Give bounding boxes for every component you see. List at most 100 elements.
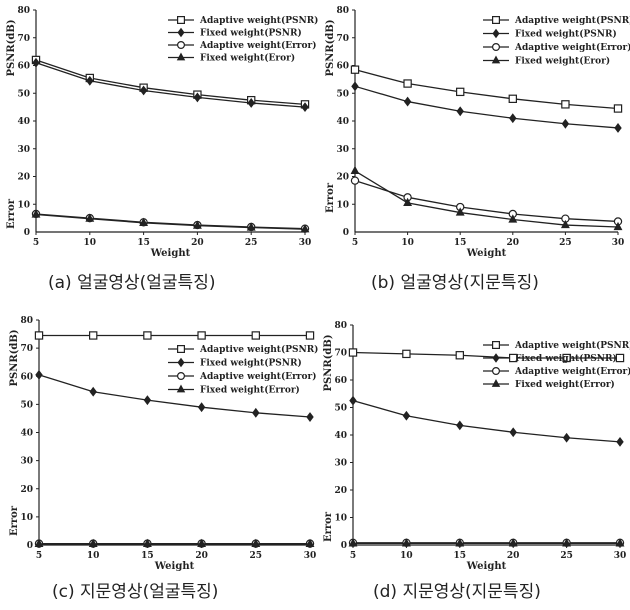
caption-c: (c) 지문영상(얼굴특징) [52,582,219,602]
legend-label-b-2: Adaptive weight(Error) [514,42,630,53]
legend-marker-c-3 [176,384,186,393]
y-tick-label-a-0: 10 [17,200,30,210]
y-tick-label-d-6: 70 [334,349,347,359]
series-a-0 [31,55,310,109]
series-c-0 [34,331,315,340]
data-point-b-1-4 [561,118,570,129]
legend-label-b-0: Adaptive weight(PSNR) [514,15,630,26]
data-point-d-1-1 [402,410,411,421]
y-tick-label-a-3: 40 [17,117,30,127]
y-tick-label-b-5: 60 [336,62,349,72]
legend-label-a-0: Adaptive weight(PSNR) [199,15,318,26]
chart-svg-d: 10 20 30 40 50 60 70 80 05 10 15 20 25 30 Weight PSNR(d… [323,321,630,572]
y-tick-label-a-5: 60 [17,62,30,72]
x-tick-label-b-2: 15 [454,238,467,248]
data-point-d-0-4 [562,353,571,363]
data-point-c-0-1 [88,331,98,340]
y-tick-label-c-3: 40 [20,429,33,439]
y-axis-label-b: PSNR(dB) [325,19,336,76]
data-point-a-1-2 [139,85,148,96]
data-point-a-3-5 [300,224,310,233]
x-tick-label-c-0: 5 [36,551,42,561]
x-tick-label-d-1: 10 [400,551,413,561]
legend-b: Adaptive weight(PSNR) Fixed weight(PSNR) A… [483,15,630,67]
legend-label-c-0: Adaptive weight(PSNR) [199,344,318,355]
data-point-a-3-3 [192,220,202,229]
data-point-c-3-5 [305,538,315,547]
data-point-d-3-4 [562,538,572,547]
x-tick-label-c-3: 20 [195,551,208,561]
legend-marker-d-2 [492,366,501,375]
data-point-a-3-0 [31,209,41,218]
data-point-b-1-3 [509,113,517,124]
series-line-b-3 [354,170,619,228]
y-axis-label-d: PSNR(dB) [323,334,334,391]
data-point-c-3-1 [88,538,98,547]
legend-d: Adaptive weight(PSNR) Fixed weight(PSNR) A… [483,340,630,390]
series-line-a-1 [35,62,306,108]
y-tick-label-d-1: 20 [334,486,347,496]
y-tick-label-a-6: 70 [17,34,30,44]
legend-a: Adaptive weight(PSNR) Fixed weight(PSNR)A… [168,15,318,64]
data-point-c-3-4 [251,538,261,547]
series-d-0 [348,348,625,363]
y-tick-label-c-zero: 0 [27,541,33,551]
data-point-d-0-1 [402,349,411,359]
chart-panel-d: 10 20 30 40 50 60 70 80 0 5 10 15 20 25 30 Weight PSNR(d… [315,305,630,610]
y-tick-label-c-5: 60 [20,372,33,382]
data-point-c-1-4 [252,407,260,418]
y-tick-label-d-7: 80 [334,321,347,331]
y-axis-label2-a: Error [6,198,17,229]
data-point-d-1-3 [509,427,517,438]
series-line-d-1 [352,399,621,443]
data-point-b-0-5 [613,104,623,113]
data-point-b-1-0 [351,81,359,92]
legend-marker-a-1 [177,27,185,38]
x-tick-label-c-5: 30 [304,551,317,561]
y-tick-label-b-3: 40 [336,117,349,127]
y-tick-label-d-2: 30 [334,459,347,469]
data-point-c-1-5 [306,412,314,422]
legend-marker-a-2 [177,40,186,49]
caption-a: (a) 얼굴영상(얼굴특징) [48,273,216,293]
data-point-a-3-1 [85,213,95,222]
y-tick-label-d-3: 40 [334,431,347,441]
data-point-a-1-4 [247,98,255,108]
data-point-d-3-1 [401,538,411,547]
series-a-3 [31,209,310,233]
legend-label-a-1: Fixed weight(PSNR) [200,28,302,39]
chart-svg-b: 10 20 30 40 50 60 70 80 05 10 15 20 25 30 Weight PSNR(d… [325,6,630,259]
data-point-c-1-3 [197,402,206,413]
data-point-b-2-0 [350,176,360,185]
x-tick-label-b-5: 30 [612,238,625,248]
legend-marker-c-0 [177,344,186,353]
data-point-a-3-4 [246,222,256,231]
legend-marker-d-3 [491,379,501,387]
data-point-c-1-0 [35,369,43,380]
y-tick-label-b-4: 50 [336,89,349,99]
data-point-b-3-5 [613,221,623,231]
series-a-2 [31,209,310,233]
data-point-d-1-0 [349,395,357,406]
data-point-a-3-2 [139,217,149,226]
data-point-a-1-5 [301,102,309,113]
y-tick-label-a-2: 30 [17,145,30,155]
legend-marker-b-2 [492,42,501,51]
series-line-d-0 [352,351,620,359]
y-tick-label-b-6: 70 [336,34,349,44]
x-tick-label-a-4: 25 [245,238,258,248]
data-point-d-0-0 [348,348,358,357]
data-point-d-3-2 [455,538,465,547]
x-tick-label-a-2: 15 [137,238,150,248]
y-tick-label-b-1: 20 [336,173,349,183]
caption-d: (d) 지문영상(지문특징) [373,582,541,602]
y-tick-label-c-1: 20 [20,485,33,495]
legend-marker-a-3 [176,52,186,61]
x-axis-label-a: Weight [150,248,191,259]
data-point-b-3-2 [455,207,465,216]
data-point-c-0-2 [143,331,152,340]
y-axis-label-c: PSNR(dB) [9,329,20,386]
legend-label-b-1: Fixed weight(PSNR) [515,29,617,40]
legend-label-d-1: Fixed weight(PSNR) [515,353,617,364]
series-d-1 [349,395,624,447]
